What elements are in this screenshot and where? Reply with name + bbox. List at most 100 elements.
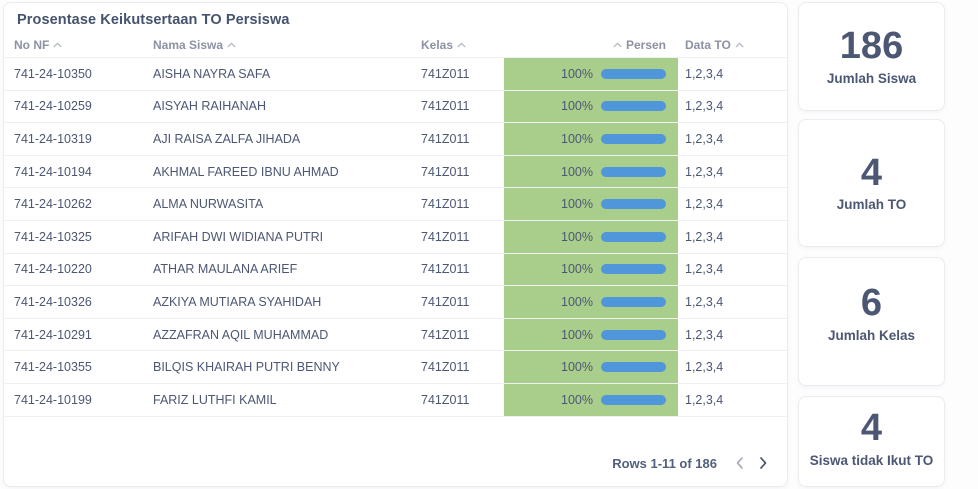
cell-persen[interactable]: 100% [504, 90, 678, 123]
cell-data-to[interactable]: 1,2,3,4 [685, 262, 724, 277]
cell-no-nf[interactable]: 741-24-10291 [14, 327, 92, 342]
percent-minibar-icon [601, 394, 666, 405]
cell-persen[interactable]: 100% [504, 188, 678, 220]
card-title[interactable]: Prosentase Keikutsertaan TO Persiswa [17, 12, 290, 28]
cell-persen[interactable]: 100% [504, 253, 678, 286]
percent-value: 100% [561, 360, 593, 375]
cell-no-nf[interactable]: 741-24-10350 [14, 66, 92, 81]
cell-kelas[interactable]: 741Z011 [421, 66, 470, 81]
cell-nama-siswa[interactable]: ALMA NURWASITA [153, 197, 264, 212]
cell-no-nf[interactable]: 741-24-10355 [14, 360, 92, 375]
cell-nama-siswa[interactable]: AZKIYA MUTIARA SYAHIDAH [153, 294, 322, 309]
cell-nama-siswa[interactable]: BILQIS KHAIRAH PUTRI BENNY [153, 360, 340, 375]
cell-persen[interactable]: 100% [504, 351, 678, 383]
table-card: Prosentase Keikutsertaan TO Persiswa No … [3, 2, 788, 487]
percent-minibar-icon [601, 133, 666, 144]
cell-nama-siswa[interactable]: AJI RAISA ZALFA JIHADA [153, 131, 301, 146]
cell-kelas[interactable]: 741Z011 [421, 294, 470, 309]
percent-value: 100% [561, 392, 593, 407]
table-row: 741-24-10350 AISHA NAYRA SAFA 741Z011 10… [4, 58, 787, 91]
cell-kelas[interactable]: 741Z011 [421, 360, 470, 375]
percent-minibar-icon [601, 166, 666, 177]
cell-no-nf[interactable]: 741-24-10325 [14, 229, 92, 244]
cell-kelas[interactable]: 741Z011 [421, 99, 470, 114]
column-label: Kelas [421, 37, 454, 52]
cell-no-nf[interactable]: 741-24-10262 [14, 197, 92, 212]
scalar-value: 4 [860, 151, 883, 194]
cell-data-to[interactable]: 1,2,3,4 [685, 229, 724, 244]
percent-value: 100% [561, 99, 593, 114]
cell-data-to[interactable]: 1,2,3,4 [685, 131, 724, 146]
scalar-label: Jumlah Siswa [826, 70, 917, 86]
cell-persen[interactable]: 100% [504, 123, 678, 155]
percent-value: 100% [561, 197, 593, 212]
cell-persen[interactable]: 100% [504, 286, 678, 318]
column-header-nama-siswa[interactable]: Nama Siswa [153, 38, 421, 52]
table-row: 741-24-10319 AJI RAISA ZALFA JIHADA 741Z… [4, 123, 787, 156]
column-header-data-to[interactable]: Data TO [678, 38, 787, 52]
percent-value: 100% [561, 229, 593, 244]
cell-kelas[interactable]: 741Z011 [421, 327, 470, 342]
next-page-button[interactable] [752, 452, 774, 474]
percent-minibar-icon [601, 101, 666, 112]
table-row: 741-24-10194 AKHMAL FAREED IBNU AHMAD 74… [4, 155, 787, 189]
scalar-value: 186 [839, 25, 904, 68]
percent-value: 100% [561, 131, 593, 146]
previous-page-button[interactable] [728, 452, 750, 474]
cell-nama-siswa[interactable]: ATHAR MAULANA ARIEF [153, 262, 298, 277]
cell-no-nf[interactable]: 741-24-10199 [14, 392, 92, 407]
column-header-kelas[interactable]: Kelas [421, 38, 504, 52]
table-header: No NF Nama Siswa Kelas Persen Data TO [4, 32, 787, 58]
rows-count-label: Rows 1-11 of 186 [612, 455, 717, 471]
column-header-persen[interactable]: Persen [504, 38, 678, 52]
cell-no-nf[interactable]: 741-24-10220 [14, 262, 92, 277]
column-label: Nama Siswa [153, 37, 224, 52]
cell-data-to[interactable]: 1,2,3,4 [685, 164, 724, 179]
cell-no-nf[interactable]: 741-24-10194 [14, 164, 92, 179]
cell-data-to[interactable]: 1,2,3,4 [685, 327, 724, 342]
cell-nama-siswa[interactable]: AZZAFRAN AQIL MUHAMMAD [153, 327, 329, 342]
cell-data-to[interactable]: 1,2,3,4 [685, 99, 724, 114]
percent-value: 100% [561, 66, 593, 81]
cell-persen[interactable]: 100% [504, 58, 678, 90]
column-label: Persen [625, 37, 666, 52]
cell-data-to[interactable]: 1,2,3,4 [685, 66, 724, 81]
cell-no-nf[interactable]: 741-24-10319 [14, 131, 92, 146]
table-row: 741-24-10220 ATHAR MAULANA ARIEF 741Z011… [4, 253, 787, 287]
cell-data-to[interactable]: 1,2,3,4 [685, 294, 724, 309]
percent-value: 100% [561, 164, 593, 179]
cell-nama-siswa[interactable]: FARIZ LUTHFI KAMIL [153, 392, 277, 407]
cell-nama-siswa[interactable]: AISHA NAYRA SAFA [153, 66, 271, 81]
cell-persen[interactable]: 100% [504, 220, 678, 253]
table-footer: Rows 1-11 of 186 [4, 452, 787, 486]
scalar-label: Jumlah Kelas [827, 327, 916, 343]
cell-nama-siswa[interactable]: AKHMAL FAREED IBNU AHMAD [153, 164, 339, 179]
column-header-no-nf[interactable]: No NF [14, 38, 153, 52]
sort-asc-icon [457, 42, 466, 47]
percent-minibar-icon [601, 68, 666, 79]
cell-no-nf[interactable]: 741-24-10326 [14, 294, 92, 309]
percent-minibar-icon [601, 264, 666, 275]
cell-kelas[interactable]: 741Z011 [421, 262, 470, 277]
cell-no-nf[interactable]: 741-24-10259 [14, 99, 92, 114]
percent-minibar-icon [601, 199, 666, 210]
cell-nama-siswa[interactable]: AISYAH RAIHANAH [153, 99, 266, 114]
cell-persen[interactable]: 100% [504, 318, 678, 351]
cell-kelas[interactable]: 741Z011 [421, 131, 470, 146]
cell-kelas[interactable]: 741Z011 [421, 164, 470, 179]
cell-data-to[interactable]: 1,2,3,4 [685, 360, 724, 375]
scalar-card-jumlah-kelas[interactable]: 6 Jumlah Kelas [798, 257, 945, 386]
cell-nama-siswa[interactable]: ARIFAH DWI WIDIANA PUTRI [153, 229, 324, 244]
scalar-card-siswa-tidak-ikut-to[interactable]: 4 Siswa tidak Ikut TO [798, 396, 945, 487]
scalar-card-jumlah-siswa[interactable]: 186 Jumlah Siswa [798, 2, 945, 111]
cell-persen[interactable]: 100% [504, 155, 678, 188]
sort-asc-icon [53, 42, 62, 47]
cell-persen[interactable]: 100% [504, 383, 678, 416]
cell-data-to[interactable]: 1,2,3,4 [685, 197, 724, 212]
cell-kelas[interactable]: 741Z011 [421, 392, 470, 407]
table-row: 741-24-10326 AZKIYA MUTIARA SYAHIDAH 741… [4, 286, 787, 319]
cell-kelas[interactable]: 741Z011 [421, 197, 470, 212]
cell-kelas[interactable]: 741Z011 [421, 229, 470, 244]
scalar-card-jumlah-to[interactable]: 4 Jumlah TO [798, 119, 945, 247]
cell-data-to[interactable]: 1,2,3,4 [685, 392, 724, 407]
